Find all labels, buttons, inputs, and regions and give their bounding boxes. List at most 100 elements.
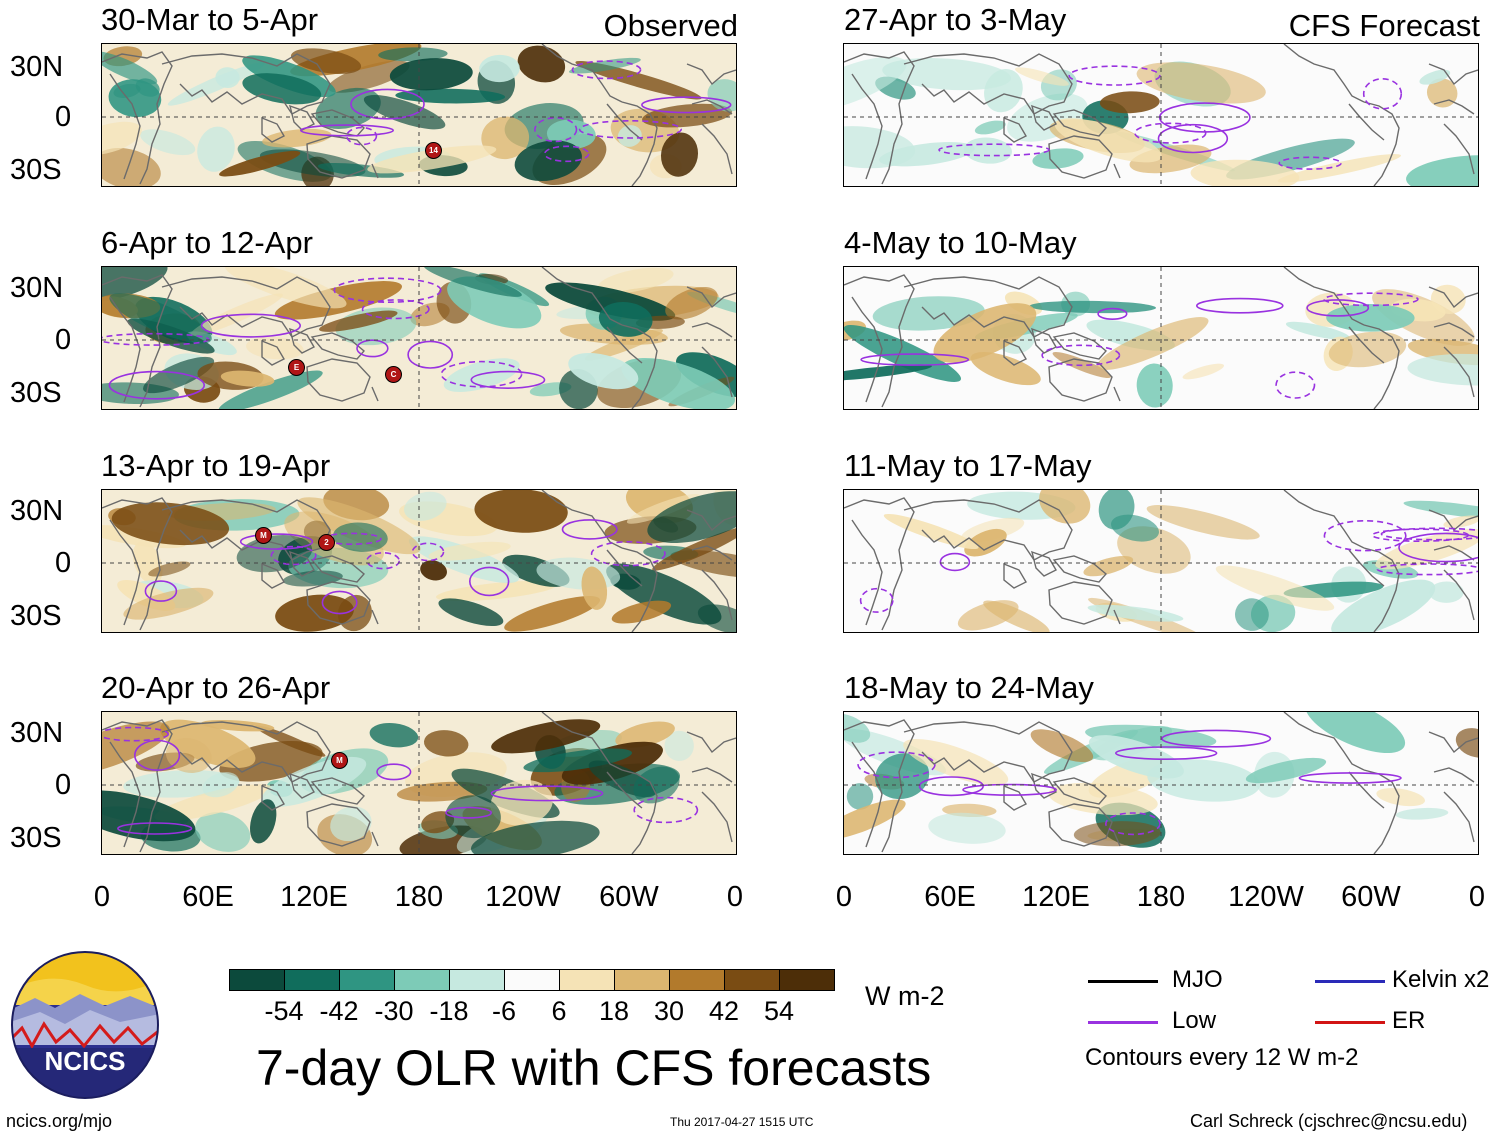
main-title: 7-day OLR with CFS forecasts [256,1040,932,1096]
olr-anomaly [369,723,419,748]
low-contour [300,124,395,137]
olr-anomaly [140,129,196,156]
olr-anomaly [420,560,447,581]
coastline [1433,545,1475,561]
coastline [691,767,733,783]
coastline [541,712,623,771]
olr-anomaly [1014,67,1069,86]
low-contour [117,822,193,835]
coastline [1003,784,1027,811]
low-contour [590,541,666,567]
olr-anomaly [479,54,520,83]
low-contour [356,339,389,358]
olr-anomaly [1083,555,1134,577]
olr-anomaly [1190,159,1300,186]
olr-anomaly [568,352,639,390]
low-contour [346,126,378,146]
x-label: 60W [1341,881,1401,913]
x-label: 120E [280,881,348,913]
coastline [1048,803,1113,847]
footer-url[interactable]: ncics.org/mjo [6,1111,113,1131]
olr-anomaly [504,595,600,632]
low-contour [469,566,510,597]
coastline [1428,63,1478,86]
olr-anomaly [154,784,273,822]
olr-anomaly [844,56,907,112]
olr-anomaly [218,370,323,409]
coastline [1031,550,1057,577]
coastline [306,803,371,847]
coastline [1443,123,1475,175]
olr-anomaly [675,352,736,397]
olr-anomaly [875,753,930,800]
colorbar-label: 54 [763,996,795,1026]
coastline [691,545,733,561]
coastline [161,499,331,561]
olr-anomaly [1403,500,1478,520]
coastline [1003,562,1027,589]
coastline [903,53,1073,115]
coastline [541,44,623,103]
low-contour [641,96,732,114]
coastline [1052,109,1107,137]
coastline [541,490,623,549]
olr-anomaly [1235,598,1269,631]
olr-anomaly [443,358,520,392]
olr-anomaly [102,267,168,304]
coastline [1283,44,1365,103]
x-label: 180 [1136,881,1186,913]
coastline [1052,555,1107,583]
low-contour [102,726,169,742]
coastline [686,509,736,532]
coastline [1363,547,1400,632]
olr-anomaly [1032,148,1084,169]
y-label-eq: 0 [55,547,72,579]
coastline [1052,777,1107,805]
olr-anomaly [1407,353,1478,386]
low-contour [860,353,970,366]
panel-title-obs-1: 30-Mar to 5-Apr [101,2,319,37]
map-panel-obs-3 [101,489,737,633]
olr-anomaly [242,73,322,105]
storm-marker: M [331,752,348,769]
low-contour [1376,563,1478,576]
olr-anomaly [159,719,256,768]
x-label: 60E [182,881,234,913]
olr-anomaly [1136,363,1173,408]
panel-title-fc-2: 4-May to 10-May [844,225,1077,260]
low-contour [407,340,454,369]
olr-anomaly [974,120,1006,135]
olr-anomaly [327,60,410,93]
low-contour [1104,812,1161,836]
low-contour [1161,729,1272,748]
olr-anomaly [575,60,702,100]
olr-anomaly [598,301,653,337]
coastline [310,555,365,583]
olr-anomaly [447,276,542,329]
coastline [686,731,736,754]
map-panel-obs-2 [101,266,737,410]
olr-anomaly [846,783,874,810]
low-contour [102,332,210,346]
footer-author[interactable]: Carl Schreck (cjschrec@ncsu.edu) [1190,1111,1468,1131]
colorbar-label: -18 [429,996,469,1026]
olr-anomaly [514,140,582,182]
coastline [621,547,658,632]
low-contour [859,587,894,613]
olr-anomaly [642,103,732,128]
y-label-eq: 0 [55,101,72,133]
coastline [1443,346,1475,398]
low-contour [578,120,683,139]
low-contour [445,806,493,819]
olr-anomaly [423,267,522,297]
coastline [621,769,658,854]
olr-anomaly [220,370,275,387]
coastline [310,109,365,137]
coastline [1428,286,1478,309]
coastline [1113,163,1121,179]
coastline [701,346,733,398]
coastline [1031,772,1057,799]
olr-anomaly [1419,69,1451,85]
x-label: 0 [726,881,744,913]
low-contour [633,796,699,824]
